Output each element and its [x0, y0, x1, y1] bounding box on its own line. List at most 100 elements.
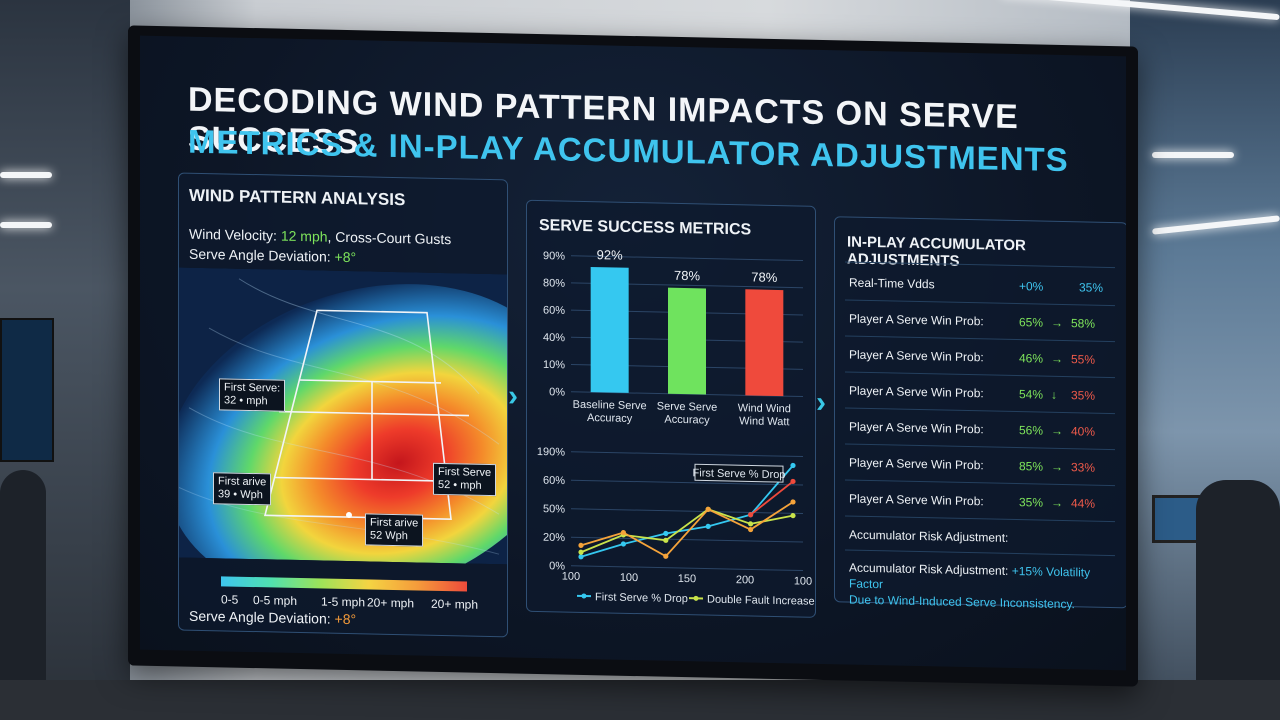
data-point	[790, 513, 796, 519]
background-person	[1196, 480, 1280, 700]
data-point	[663, 537, 669, 543]
wind-velocity-value: 12 mph	[280, 227, 328, 245]
win-prob-label: Player A Serve Win Prob:	[849, 419, 984, 437]
grid-line	[571, 508, 803, 515]
x-category-label: Accuracy	[664, 414, 710, 427]
win-prob-to: 58%	[1071, 316, 1096, 331]
wind-callout: First Serve: 32 • mph	[219, 378, 286, 412]
serve-angle-line: Serve Angle Deviation: +8°	[189, 245, 357, 266]
data-point	[790, 462, 796, 469]
bar	[745, 289, 784, 397]
grid-line	[571, 536, 803, 543]
x-category-label: Serve Serve	[657, 400, 718, 413]
serve-success-panel: SERVE SUCCESS METRICS 90% 80% 60% 40% 10% 0% 9…	[526, 199, 816, 618]
bar-data-label: 78%	[751, 269, 777, 285]
x-category-label: Wind Wind	[738, 402, 791, 415]
wind-speed-legend-bar	[221, 576, 467, 592]
background-person	[0, 470, 46, 700]
serve-accuracy-bar-chart: 90%80%60%40%10%0%92%Baseline ServeAccura…	[543, 247, 803, 428]
y-tick-label: 190%	[537, 446, 565, 459]
tennis-court-outline	[263, 309, 469, 521]
wind-callout: First arive 52 Wph	[365, 513, 424, 547]
legend-entry: Double Fault Increase	[689, 594, 815, 608]
display-screen: DECODING WIND PATTERN IMPACTS ON SERVE S…	[140, 35, 1126, 671]
y-tick-label: 40%	[543, 332, 565, 344]
bar	[590, 266, 629, 393]
win-prob-to: 44%	[1071, 496, 1096, 511]
y-tick-label: 20%	[543, 532, 565, 544]
x-category-label: Wind Watt	[739, 415, 789, 428]
win-prob-rows: Player A Serve Win Prob: 65% → 58% Player A …	[835, 217, 1126, 523]
win-prob-row: Player A Serve Win Prob: 54% ↓ 35%	[849, 384, 1111, 411]
wind-velocity-line: Wind Velocity: 12 mph, Cross-Court Gusts	[189, 225, 452, 248]
win-prob-to: 40%	[1071, 424, 1096, 439]
y-tick-label: 0%	[549, 386, 565, 398]
y-tick-label: 60%	[543, 475, 565, 487]
win-prob-row: Player A Serve Win Prob: 65% → 58%	[849, 312, 1111, 339]
chart-annotation: First Serve % Drop	[693, 463, 786, 483]
arrow-icon: ↓	[1051, 387, 1057, 402]
wind-panel-title: WIND PATTERN ANALYSIS	[189, 185, 406, 210]
legend-label: 0-5	[221, 592, 239, 607]
bar-data-label: 78%	[674, 268, 700, 284]
x-tick-label: 200	[736, 574, 754, 586]
x-tick-label: 100	[794, 575, 812, 587]
legend-label: 1-5 mph	[321, 594, 366, 610]
data-point	[620, 541, 627, 547]
legend-label: 0-5 mph	[253, 593, 298, 608]
win-prob-from: 65%	[1019, 315, 1044, 330]
wall-display: DECODING WIND PATTERN IMPACTS ON SERVE S…	[128, 25, 1138, 687]
arrow-icon: →	[1051, 315, 1063, 331]
flow-arrow-icon: ›	[508, 379, 518, 413]
win-prob-row: Player A Serve Win Prob: 46% → 55%	[849, 348, 1111, 375]
win-prob-label: Player A Serve Win Prob:	[849, 491, 984, 509]
y-tick-label: 50%	[543, 503, 565, 515]
series-line	[580, 501, 794, 558]
data-point	[578, 542, 584, 548]
legend-entry: First Serve % Drop	[577, 591, 688, 605]
series-line	[580, 508, 794, 554]
arrow-icon: →	[1051, 423, 1063, 439]
y-tick-label: 90%	[543, 250, 565, 262]
grid-line	[571, 479, 803, 486]
data-point	[790, 478, 796, 485]
annotation-label: First Serve % Drop	[693, 467, 786, 481]
wind-callout: First arive 39 • Wph	[213, 472, 272, 506]
data-point	[705, 506, 711, 512]
x-tick-label: 100	[620, 572, 638, 584]
ceiling-light	[0, 172, 52, 178]
win-prob-to: 33%	[1071, 460, 1096, 475]
data-point	[663, 530, 669, 537]
legend-label: 20+ mph	[431, 596, 479, 612]
win-prob-to: 55%	[1071, 352, 1096, 367]
win-prob-label: Player A Serve Win Prob:	[849, 455, 984, 473]
x-tick-label: 150	[678, 573, 696, 585]
grid-line	[571, 565, 803, 572]
bar-data-label: 92%	[597, 247, 623, 263]
arrow-icon: →	[1051, 351, 1063, 367]
win-prob-row: Player A Serve Win Prob: 35% → 44%	[849, 492, 1111, 519]
data-point	[578, 554, 584, 560]
win-prob-from: 46%	[1019, 351, 1044, 366]
x-category-label: Baseline Serve	[573, 399, 647, 413]
arrow-icon: →	[1051, 495, 1063, 511]
grid-line	[571, 451, 803, 458]
win-prob-from: 54%	[1019, 387, 1044, 402]
accumulator-panel: IN-PLAY ACCUMULATOR ADJUSTMENTS Real-Tim…	[834, 216, 1126, 611]
background-monitor	[0, 318, 54, 462]
y-tick-label: 10%	[543, 359, 565, 371]
wind-heatmap: First Serve: 32 • mph First Serve 52 • mph…	[179, 267, 507, 565]
flow-arrow-icon: ›	[816, 385, 826, 420]
x-category-label: Accuracy	[587, 412, 633, 425]
win-prob-from: 35%	[1019, 495, 1044, 510]
bar	[668, 287, 706, 395]
risk-adjustment-text: Accumulator Risk Adjustment: +15% Volati…	[849, 560, 1091, 612]
data-point	[620, 529, 627, 536]
serve-panel-title: SERVE SUCCESS METRICS	[539, 217, 752, 239]
y-tick-label: 0%	[549, 560, 565, 572]
x-tick-label: 100	[562, 571, 580, 583]
grid-line	[571, 255, 803, 262]
y-tick-label: 60%	[543, 305, 565, 317]
win-prob-to: 35%	[1071, 388, 1096, 403]
